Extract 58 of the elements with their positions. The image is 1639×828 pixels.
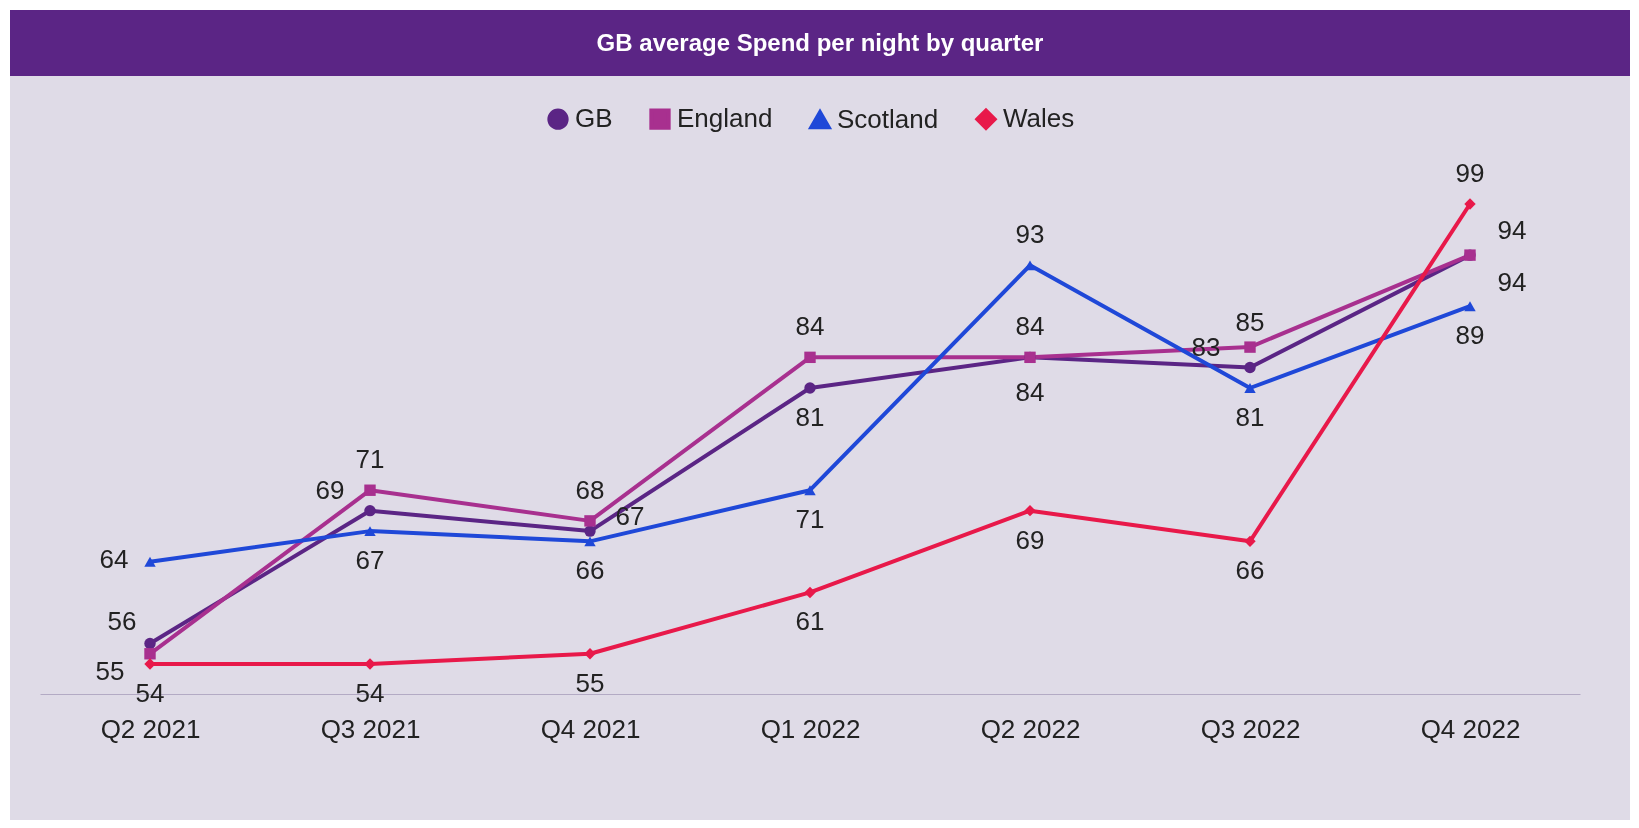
data-label: 55 [95,655,125,686]
point [1244,535,1256,548]
data-label: 94 [1497,267,1527,298]
data-label: 94 [1497,215,1527,246]
point [1244,361,1256,374]
point [1244,341,1256,353]
point [1244,383,1256,393]
data-label: 55 [575,667,605,698]
data-label: 66 [1235,555,1265,586]
point [804,485,816,496]
data-label: 71 [795,504,825,535]
x-tick-label: Q4 2021 [540,713,641,744]
legend-label: Wales [1003,103,1075,134]
data-label: 69 [1015,524,1045,555]
data-label: 71 [355,444,385,475]
point [1024,504,1036,517]
data-label: 56 [107,605,137,636]
data-label: 99 [1455,158,1485,188]
data-label: 67 [615,501,645,532]
point [364,526,376,537]
chart-title: GB average Spend per night by quarter [10,10,1630,76]
data-label: 64 [99,543,129,574]
data-label: 85 [1235,307,1265,338]
point [364,484,376,496]
x-tick-label: Q4 2022 [1420,713,1521,744]
data-label: 54 [135,678,165,708]
x-tick-label: Q2 2021 [100,713,201,744]
point [1464,198,1476,210]
legend-label: GB [575,103,613,134]
data-label: 66 [575,555,605,586]
point [1464,301,1476,312]
data-label: 68 [575,474,605,505]
x-tick-label: Q1 2022 [760,713,861,744]
x-tick-label: Q3 2021 [320,713,421,744]
point [804,586,816,599]
data-label: 81 [1235,402,1265,432]
data-label: 67 [355,545,385,576]
data-label: 61 [795,606,825,637]
data-label: 84 [1015,377,1045,408]
data-label: 89 [1455,320,1485,351]
x-tick-label: Q3 2022 [1200,713,1301,744]
point [584,515,596,527]
data-label: 84 [795,311,825,342]
data-label: 84 [1015,311,1045,342]
data-label: 81 [795,402,825,432]
legend-label: England [677,103,773,134]
legend-label: Scotland [837,103,939,134]
point [144,556,156,567]
point [804,382,816,394]
point [144,648,156,660]
point [364,504,376,517]
data-label: 93 [1015,219,1045,250]
point [584,536,596,547]
data-label: 54 [355,678,385,708]
x-tick-label: Q2 2022 [980,713,1081,744]
data-label: 69 [315,474,345,505]
point [804,351,816,364]
point [144,637,156,650]
